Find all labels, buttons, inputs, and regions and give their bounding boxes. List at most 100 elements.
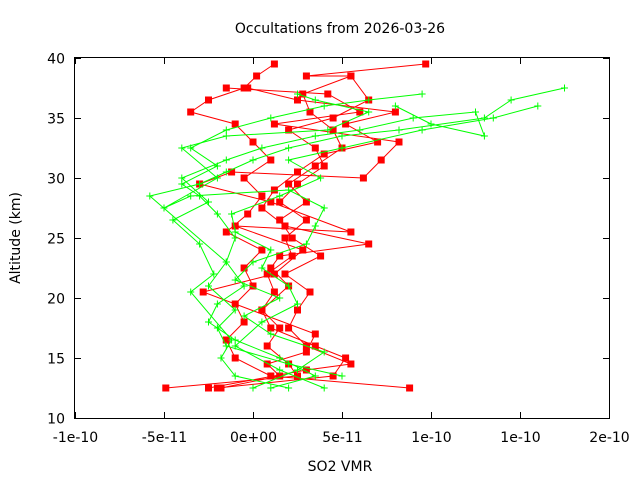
data-point [311,222,319,230]
data-point [338,144,346,152]
data-point [324,90,332,98]
data-point [187,192,195,200]
data-point [365,108,373,116]
data-point [342,354,350,362]
data-point [317,174,325,182]
data-point [231,222,239,230]
series-profile-red-4 [213,84,399,392]
data-point [294,372,301,380]
data-point [249,384,257,392]
x-tick-label: 5e-11 [322,430,362,446]
data-point [302,366,310,374]
data-point [213,210,221,218]
series-line [180,93,423,377]
series-profile-green-2 [169,102,488,392]
data-point [306,288,314,296]
data-point [222,258,230,266]
data-point [263,360,271,368]
data-point [294,90,301,98]
series-layer [146,60,568,392]
x-tick-label: 1e-10 [500,430,540,446]
data-point [178,180,186,188]
data-point [160,204,168,212]
series-profile-green-5 [228,102,542,392]
data-point [507,96,515,104]
data-point [320,384,328,392]
data-point [217,384,225,392]
data-point [288,234,296,242]
data-point [267,384,275,392]
data-point [187,108,195,116]
data-point [406,384,414,392]
data-point [329,126,337,134]
data-point [276,294,284,302]
data-point [267,156,275,164]
data-point [276,354,284,362]
data-point [276,198,284,206]
data-point [231,372,239,380]
data-point [338,372,346,380]
data-point [253,72,261,80]
data-point [231,234,239,242]
y-tick-label: 35 [47,112,65,128]
data-point [561,84,568,92]
data-point [258,204,266,212]
data-point [267,330,275,338]
axis-layer: -1e-10 -5e-11 0e+00 5e-11 1e-10 1e-10 2e-10 10 1… [47,52,630,447]
data-point [320,204,328,212]
data-point [294,180,301,188]
data-point [294,366,301,374]
series-profile-red-5 [196,84,403,392]
data-point [270,270,278,278]
data-point [240,264,248,272]
data-point [302,72,310,80]
data-point [299,90,307,98]
data-point [231,120,239,128]
data-point [311,96,319,104]
data-point [311,162,319,170]
data-point [281,270,289,278]
data-point [294,168,301,176]
data-point [205,282,212,290]
data-point [240,84,248,92]
data-point [178,144,186,152]
y-tick-label: 25 [47,232,65,248]
data-point [311,132,319,140]
data-point [249,138,257,146]
data-point [263,270,271,278]
data-point [222,132,230,140]
data-point [302,240,310,248]
data-point [365,96,373,104]
data-point [320,162,328,170]
data-point [276,192,284,200]
data-point [231,276,239,284]
data-point [288,252,296,260]
data-point [222,228,230,236]
data-point [285,126,293,134]
data-point [317,252,325,260]
data-point [258,144,266,152]
data-point [311,372,319,380]
y-tick-label: 40 [47,52,65,68]
data-point [356,108,364,116]
data-point [258,264,266,272]
data-point [222,342,230,350]
data-point [395,126,403,134]
data-point [270,186,278,194]
data-point [270,60,278,68]
data-point [294,306,301,314]
data-point [228,210,236,218]
data-point [285,144,293,152]
data-point [240,318,248,326]
data-point [267,372,275,380]
data-point [162,384,170,392]
data-point [356,126,364,134]
y-tick-label: 30 [47,172,65,188]
data-point [240,174,248,182]
x-axis-label: SO2 VMR [308,459,373,475]
plot-frame [74,57,610,419]
data-point [222,168,230,176]
data-point [258,192,266,200]
y-axis-label: Altitude (km) [8,192,24,284]
